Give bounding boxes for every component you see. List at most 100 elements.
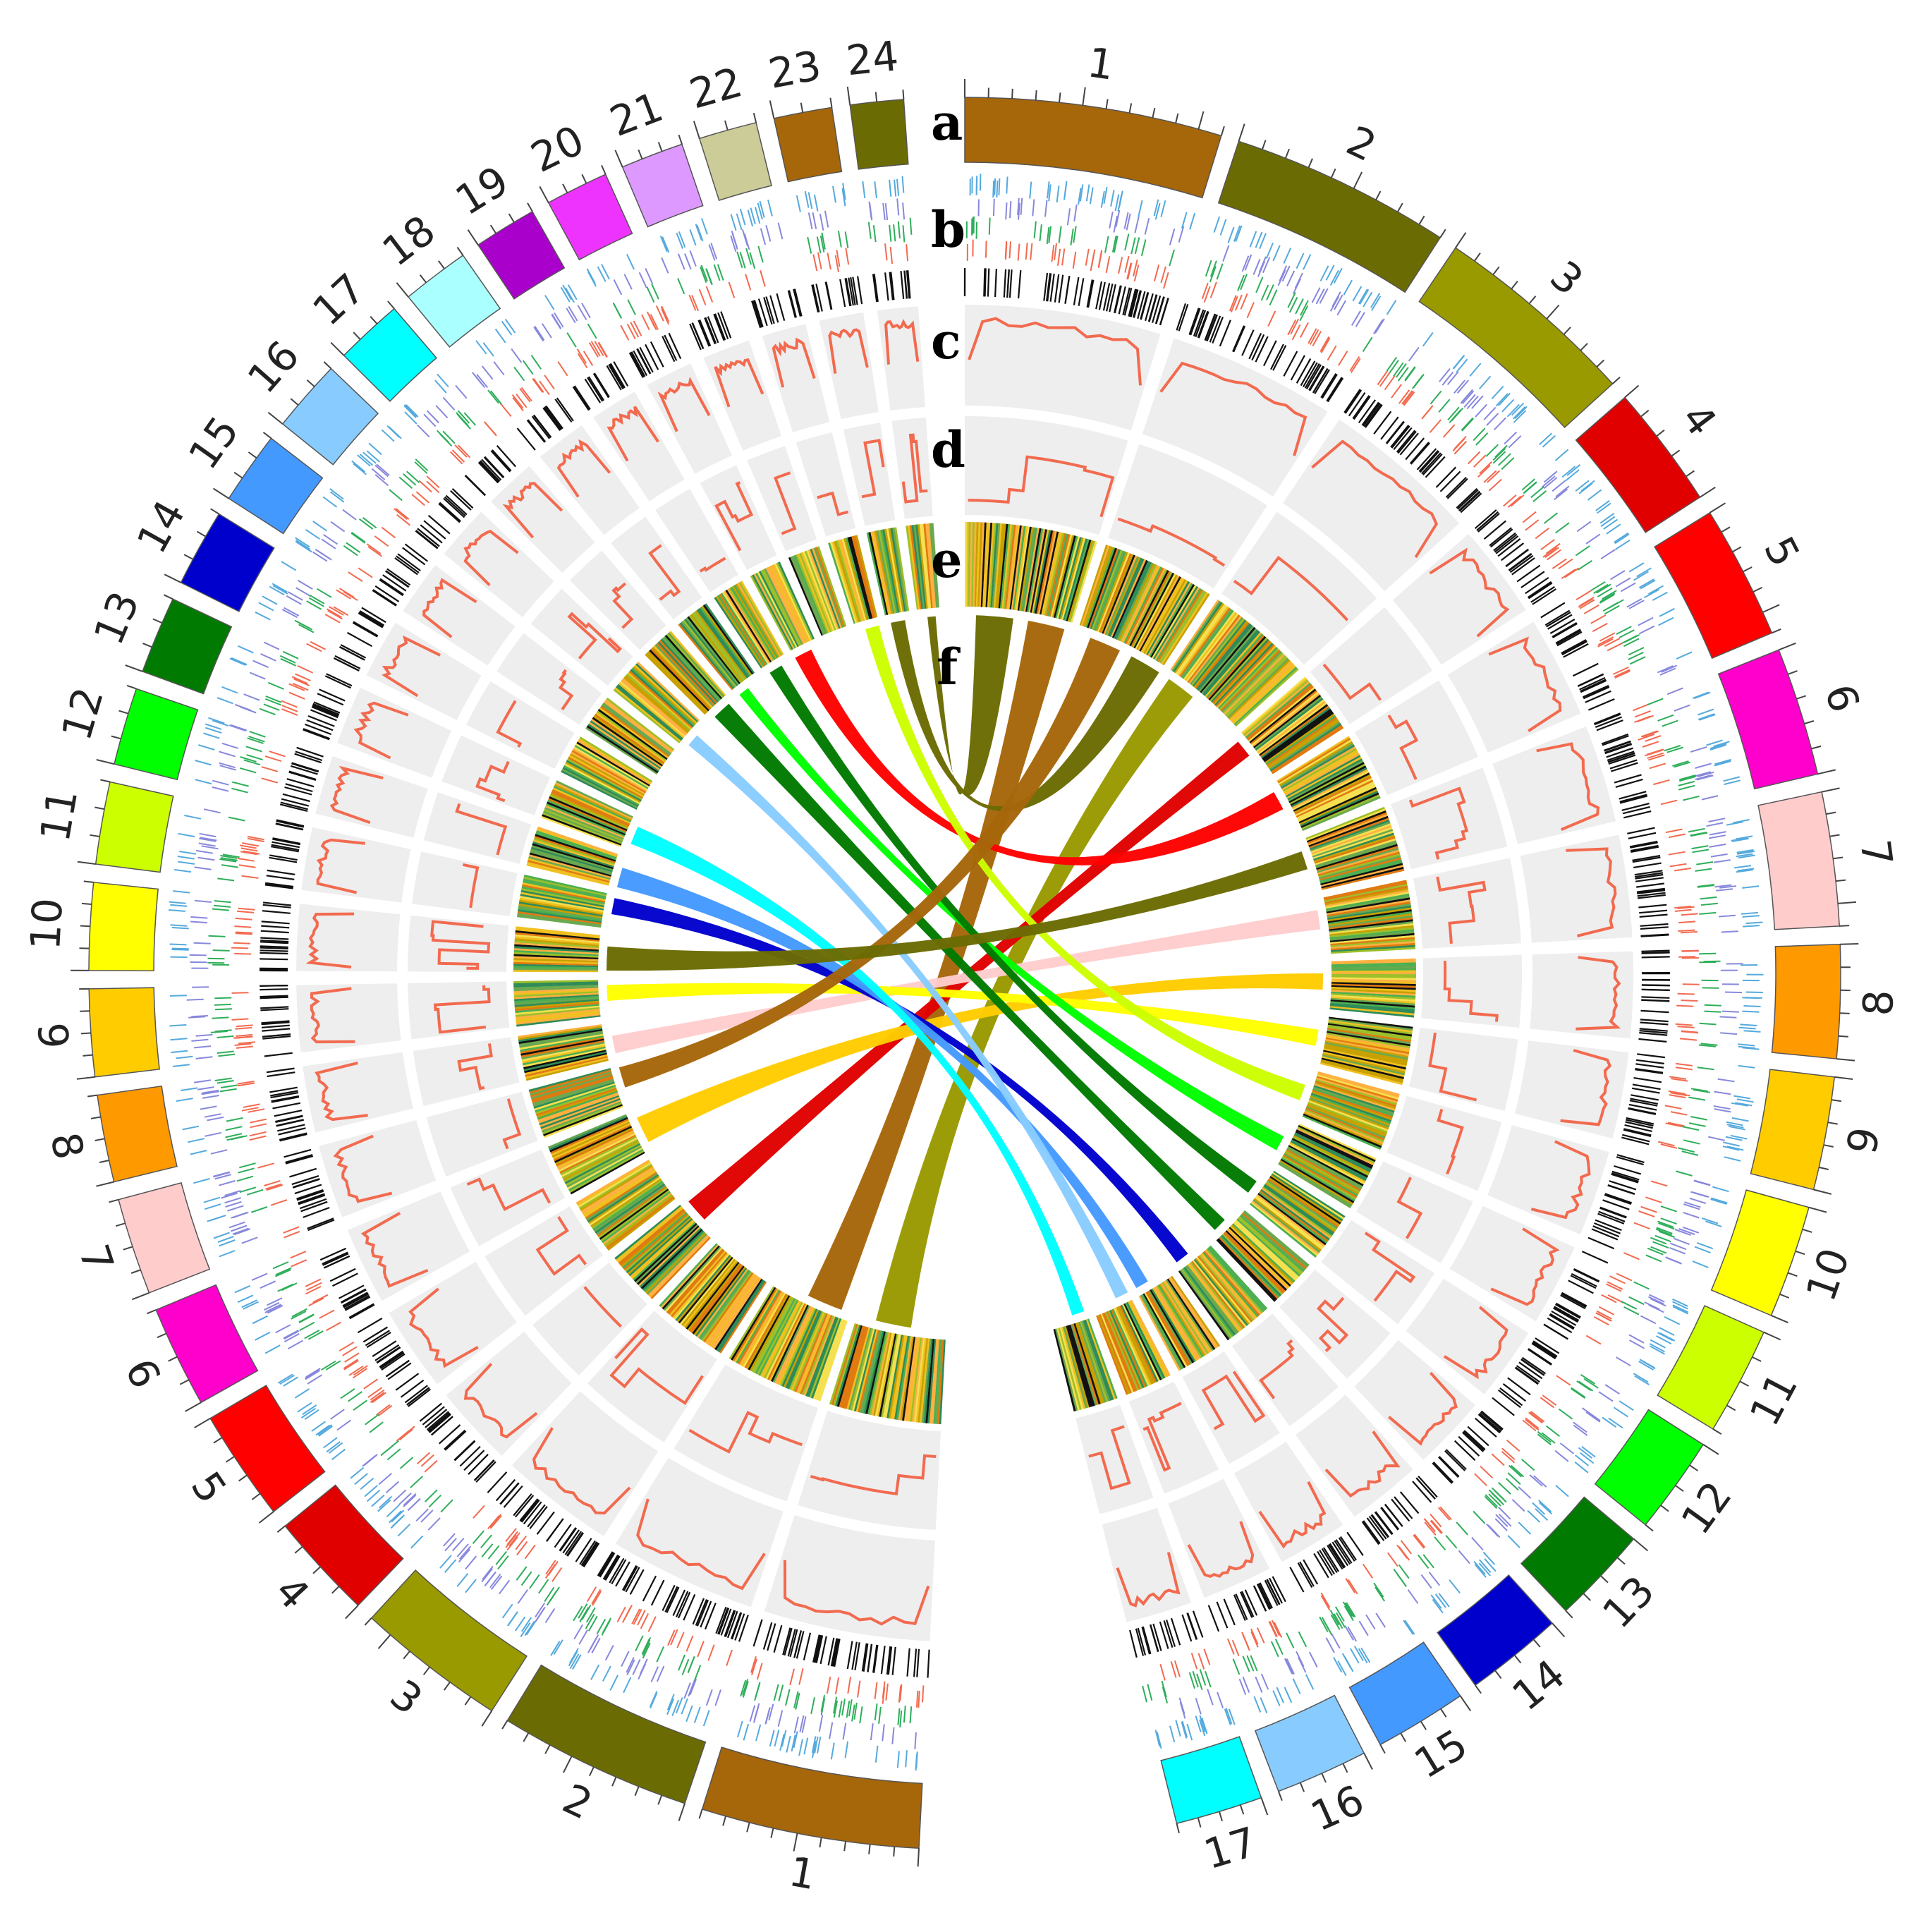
left-chr-11-heat-cell bbox=[520, 889, 604, 908]
right-chr-10-tick bbox=[1779, 1293, 1790, 1299]
right-chr-5-mark-colour bbox=[1619, 629, 1635, 638]
right-chr-12-tick bbox=[1645, 1524, 1654, 1532]
left-chr-23-mark-colour bbox=[837, 230, 842, 248]
right-chr-6-mark-black bbox=[1614, 774, 1642, 784]
left-chr-22-mark-black bbox=[752, 300, 763, 328]
left-chr-1-heat-cell bbox=[933, 1339, 941, 1424]
right-chr-10-mark-colour bbox=[1712, 1186, 1729, 1193]
right-chr-11-heat-cell bbox=[1291, 1138, 1368, 1178]
right-chr-4-mark-colour bbox=[1544, 547, 1559, 559]
left-chr-16-heat-cell bbox=[623, 676, 689, 734]
right-chr-8-tick bbox=[1836, 1058, 1855, 1062]
right-chr-4-heat-cell bbox=[1266, 717, 1338, 767]
left-chr-6-mark-colour bbox=[275, 1324, 291, 1334]
right-chr-2-mark-colour bbox=[1359, 288, 1370, 305]
right-chr-5-mark-colour bbox=[1601, 590, 1617, 600]
left-chr-17-mark-colour bbox=[457, 444, 471, 458]
right-chr-1-heat-cell bbox=[1017, 526, 1032, 611]
right-chr-6-heat-cell bbox=[1317, 847, 1399, 873]
left-chr-13-heat-cell bbox=[548, 798, 627, 833]
right-chr-2-mark-black bbox=[1305, 364, 1322, 389]
left-chr-1-mark-black bbox=[815, 1635, 823, 1663]
left-chr-10-tick bbox=[83, 880, 94, 883]
left-chr-6-mark-colour bbox=[308, 1297, 324, 1306]
right-chr-13-heat-cell bbox=[1221, 1234, 1282, 1297]
left-chr-15-mark-black bbox=[396, 555, 420, 573]
right-chr-16-mark-colour bbox=[1256, 1627, 1265, 1644]
left-chr-22-mark-colour bbox=[745, 248, 752, 265]
right-chr-6-mark-black bbox=[1619, 794, 1647, 803]
left-chr-1-heat-cell bbox=[925, 1339, 934, 1423]
left-chr-23-mark-colour bbox=[807, 192, 813, 209]
left-chr-1-mark-colour bbox=[826, 1677, 831, 1694]
right-chr-16-mark-colour bbox=[1253, 1696, 1262, 1713]
left-chr-1-mark-black bbox=[846, 1641, 853, 1670]
left-chr-7-tick bbox=[131, 1292, 150, 1301]
right-chr-13-mark-colour bbox=[1473, 1510, 1486, 1524]
left-chr-21-mark-colour bbox=[710, 243, 718, 260]
left-chr-3-mark-black bbox=[580, 1541, 598, 1566]
left-chr-3-mark-colour bbox=[487, 1545, 500, 1560]
left-chr-8-mark-colour bbox=[214, 1077, 232, 1081]
right-chr-3-mark-colour bbox=[1487, 470, 1501, 483]
right-chr-1-mark-colour bbox=[1113, 236, 1119, 253]
left-chr-15-mark-black bbox=[372, 589, 397, 606]
left-chr-19-heat-cell bbox=[725, 589, 772, 663]
left-chr-13-heat-cell bbox=[547, 801, 626, 836]
left-chr-20-mark-black bbox=[630, 351, 646, 377]
right-chr-7-heat-cell bbox=[1325, 889, 1409, 907]
right-chr-17-ideogram bbox=[1160, 1736, 1262, 1825]
right-chr-1-heat-cell bbox=[1020, 527, 1036, 612]
right-chr-1-mark-colour bbox=[1056, 185, 1060, 203]
right-chr-4-mark-colour bbox=[1542, 475, 1556, 488]
right-chr-16-heat-cell bbox=[1111, 1308, 1148, 1387]
left-chr-5-mark-colour bbox=[302, 1404, 317, 1416]
right-chr-4-mark-colour bbox=[1525, 519, 1540, 531]
left-chr-4-mark-colour bbox=[391, 1514, 405, 1528]
right-chr-15-track-c-bg bbox=[1233, 1441, 1343, 1562]
left-chr-18-mark-colour bbox=[476, 374, 489, 389]
right-chr-17-heat-cell bbox=[1073, 1323, 1101, 1405]
right-chr-4-heat-cell bbox=[1269, 721, 1341, 770]
right-chr-2-mark-colour bbox=[1312, 331, 1322, 346]
right-chr-5-heat-cell bbox=[1284, 753, 1360, 796]
right-chr-17-mark-colour bbox=[1201, 1717, 1208, 1734]
right-chr-6-mark-colour bbox=[1692, 691, 1709, 699]
left-chr-9-heat-cell bbox=[513, 981, 599, 985]
right-chr-11-mark-colour bbox=[1623, 1306, 1640, 1316]
right-chr-4-tick bbox=[1656, 429, 1665, 437]
right-chr-10-heat-cell bbox=[1317, 1071, 1400, 1096]
left-chr-15-mark-colour bbox=[348, 571, 363, 582]
link-R6-L10 bbox=[607, 851, 1308, 971]
right-chr-4-mark-colour bbox=[1535, 528, 1549, 540]
right-chr-15-tick bbox=[1459, 1695, 1472, 1712]
left-chr-14-heat-cell bbox=[561, 770, 638, 810]
left-chr-6-mark-colour bbox=[283, 1330, 299, 1339]
left-chr-21-mark-black bbox=[704, 317, 716, 345]
left-chr-2-mark-colour bbox=[693, 1665, 702, 1682]
left-chr-3-mark-colour bbox=[520, 1571, 532, 1586]
right-chr-3-mark-colour bbox=[1473, 427, 1486, 442]
right-chr-1-heat-cell bbox=[1027, 528, 1044, 612]
right-chr-1-tick bbox=[1105, 99, 1109, 109]
left-chr-10-track-d-line bbox=[430, 920, 491, 970]
left-chr-4-mark-black bbox=[463, 1450, 485, 1471]
right-chr-5-tick bbox=[1721, 526, 1731, 533]
left-chr-13-mark-colour bbox=[231, 657, 248, 666]
right-chr-14-mark-black bbox=[1415, 1477, 1436, 1500]
left-chr-11-mark-black bbox=[264, 883, 293, 889]
left-chr-2-tick bbox=[544, 1744, 551, 1754]
left-chr-6-mark-black bbox=[322, 1251, 348, 1265]
right-chr-16-mark-black bbox=[1272, 1576, 1286, 1603]
left-chr-2-mark-black bbox=[597, 1551, 614, 1576]
right-chr-1-mark-colour bbox=[1006, 176, 1008, 194]
right-chr-2-heat-cell bbox=[1116, 562, 1154, 640]
right-chr-2-mark-black bbox=[1219, 320, 1231, 347]
right-chr-15-mark-colour bbox=[1344, 1625, 1355, 1641]
right-chr-3-mark-colour bbox=[1477, 464, 1491, 478]
left-chr-3-heat-cell bbox=[681, 1258, 736, 1326]
right-chr-7-mark-colour bbox=[1742, 915, 1760, 918]
right-chr-17-heat-cell bbox=[1084, 1319, 1114, 1401]
right-chr-11-mark-black bbox=[1573, 1268, 1599, 1283]
right-chr-15-mark-colour bbox=[1337, 1660, 1347, 1677]
